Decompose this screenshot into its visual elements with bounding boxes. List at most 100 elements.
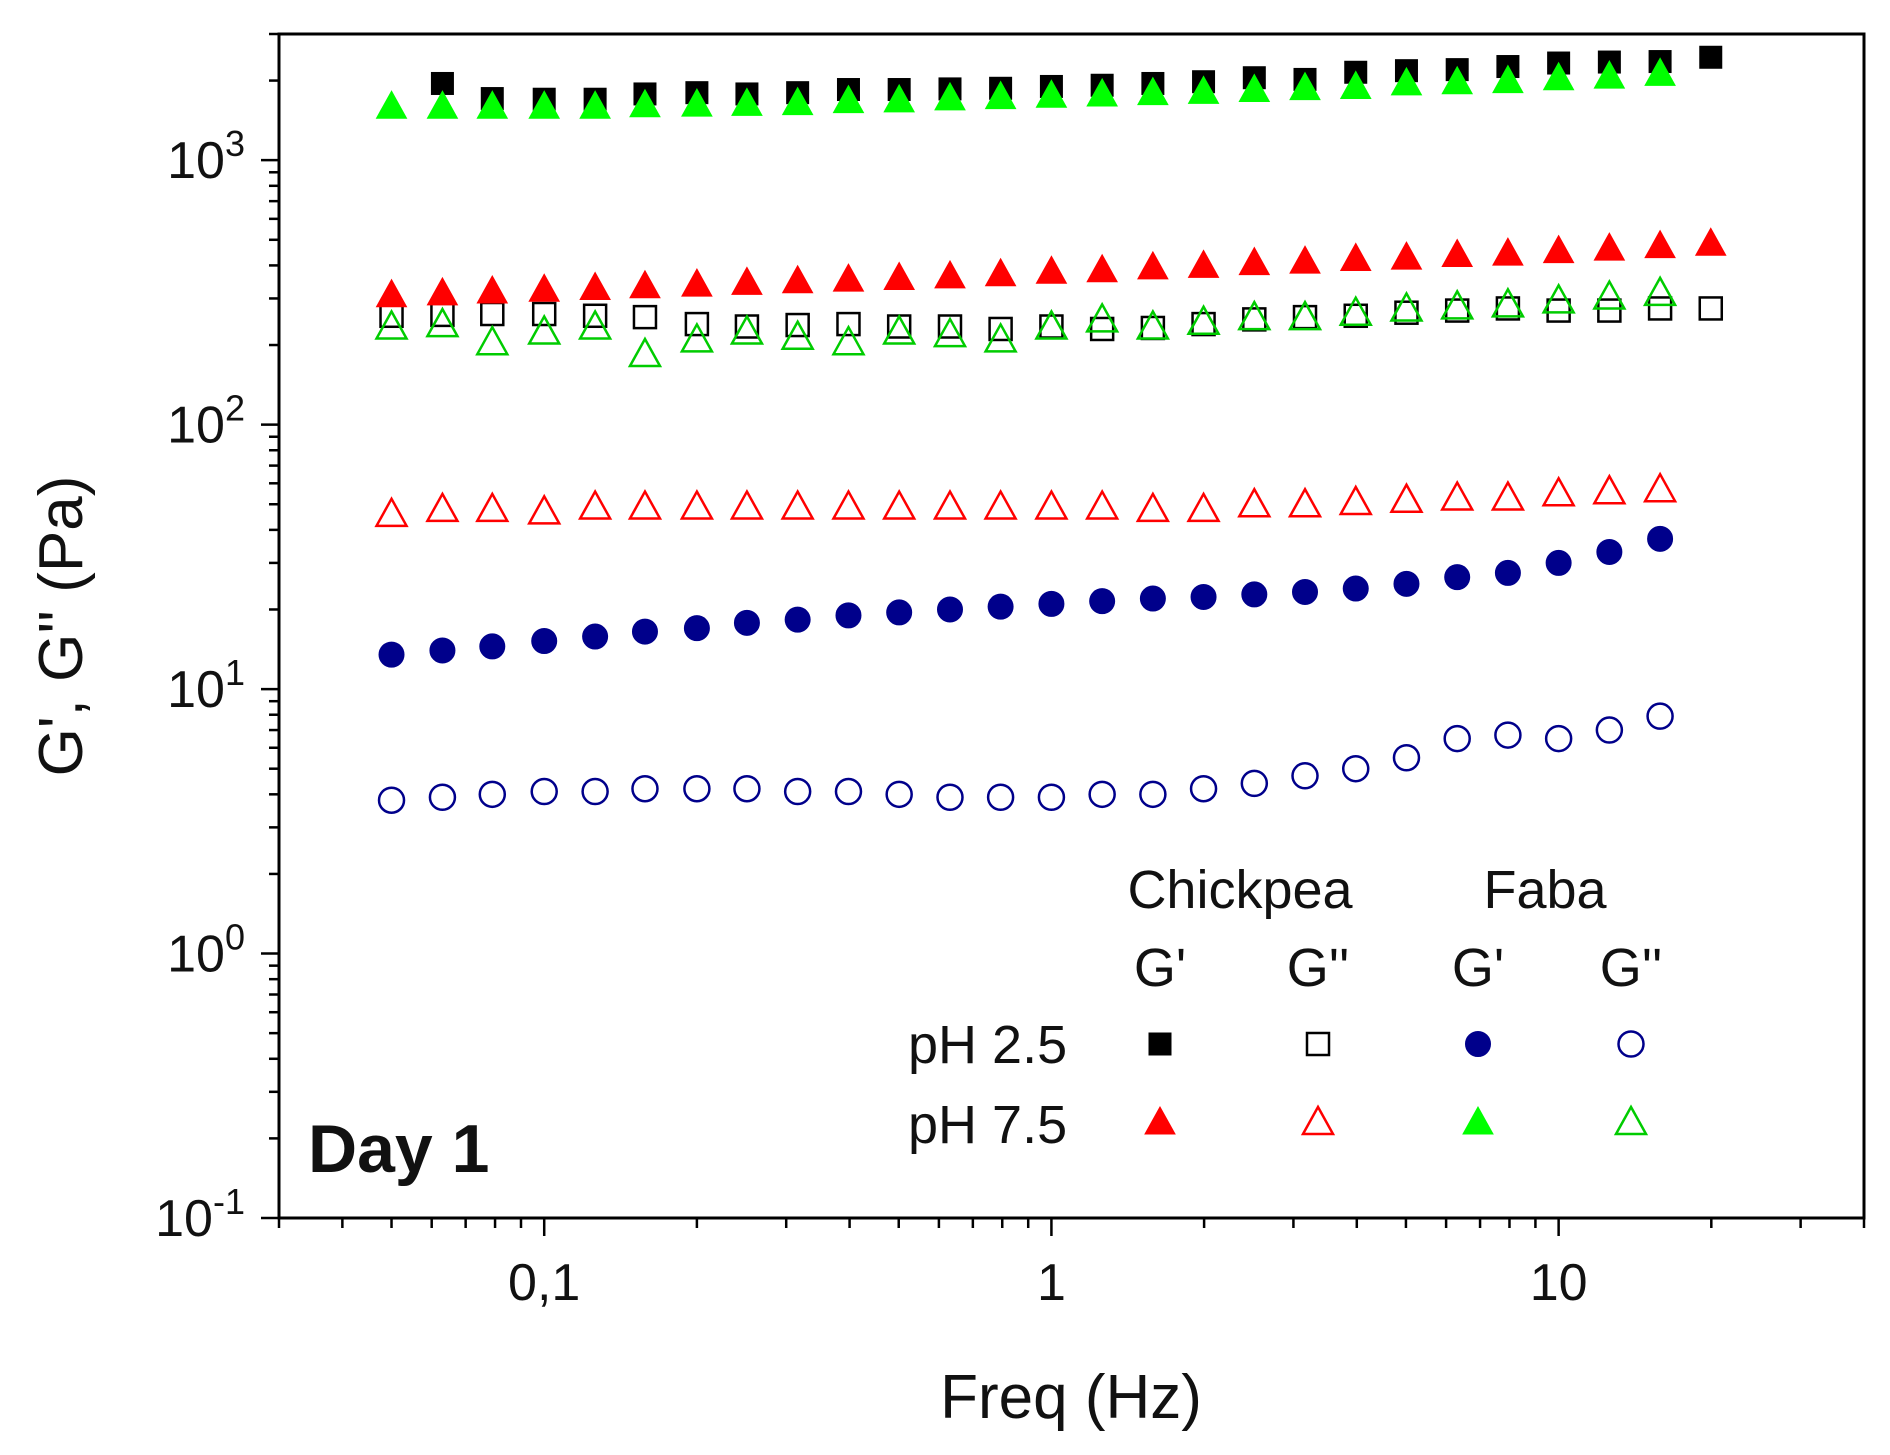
series-6 xyxy=(375,57,1676,119)
data-point xyxy=(987,593,1014,620)
y-tick-label: 103 xyxy=(167,123,245,190)
series-4 xyxy=(378,525,1674,668)
legend-marker xyxy=(1613,1104,1649,1136)
data-point xyxy=(1390,66,1423,96)
legend-marker xyxy=(1148,1032,1172,1056)
data-point xyxy=(426,90,459,119)
data-point xyxy=(1541,282,1576,314)
data-point xyxy=(531,301,557,327)
data-point xyxy=(1238,246,1271,276)
data-point xyxy=(783,777,812,806)
legend-group-faba: Faba xyxy=(1483,860,1607,920)
data-point xyxy=(1593,60,1626,89)
data-point xyxy=(475,491,510,523)
legend-col-faba-gdoubleprime: G'' xyxy=(1600,938,1663,998)
data-point xyxy=(1699,45,1723,69)
data-point xyxy=(1240,769,1269,798)
data-point xyxy=(731,87,763,116)
data-point xyxy=(527,493,562,525)
data-point xyxy=(934,259,966,289)
data-point xyxy=(1086,253,1119,283)
data-point xyxy=(577,308,613,340)
data-point xyxy=(581,777,609,806)
data-point xyxy=(1642,471,1678,503)
data-point xyxy=(832,84,865,114)
data-point xyxy=(1644,57,1676,86)
y-tick-label: 10-1 xyxy=(155,1181,245,1248)
data-point xyxy=(1595,716,1624,744)
data-point xyxy=(984,80,1017,110)
x-tick-label: 10 xyxy=(1530,1254,1588,1312)
data-point xyxy=(1241,581,1268,608)
data-point xyxy=(1035,79,1068,108)
x-axis-title: Freq (Hz) xyxy=(940,1363,1202,1432)
data-point xyxy=(1287,299,1323,331)
data-point xyxy=(582,303,608,329)
data-point xyxy=(1237,299,1272,331)
data-point xyxy=(780,488,815,520)
data-point xyxy=(1287,486,1323,518)
day-annotation: Day 1 xyxy=(308,1111,489,1187)
data-point xyxy=(932,488,968,520)
data-point xyxy=(781,264,814,294)
data-point xyxy=(378,641,405,668)
data-point xyxy=(1338,484,1373,516)
legend-row-ph75: pH 7.5 xyxy=(908,1095,1067,1155)
data-point xyxy=(428,783,457,811)
data-point xyxy=(631,774,659,803)
series-3 xyxy=(374,471,1678,528)
data-point xyxy=(729,313,765,345)
legend-marker xyxy=(1462,1105,1494,1135)
data-point xyxy=(1490,479,1526,511)
legend-marker xyxy=(1465,1031,1491,1057)
data-point xyxy=(937,314,963,339)
data-point xyxy=(1440,288,1475,320)
legend-row-ph25: pH 2.5 xyxy=(908,1015,1067,1075)
data-point xyxy=(1135,491,1171,523)
data-point xyxy=(478,780,507,809)
data-point xyxy=(679,321,715,353)
data-point xyxy=(1085,488,1120,520)
data-point xyxy=(984,257,1017,287)
data-point xyxy=(885,780,913,809)
legend: Chickpea Faba G' G'' G' G'' pH 2.5 pH 7.… xyxy=(908,860,1662,1155)
data-point xyxy=(831,324,866,356)
data-point xyxy=(683,774,711,803)
data-point xyxy=(681,88,713,117)
data-point xyxy=(579,271,611,301)
data-point xyxy=(1189,774,1218,803)
data-point xyxy=(882,488,917,520)
data-point xyxy=(1441,65,1474,95)
data-point xyxy=(375,90,408,119)
data-point xyxy=(834,777,863,806)
data-point xyxy=(1593,232,1626,261)
data-point xyxy=(1542,61,1575,91)
data-point xyxy=(631,618,658,645)
data-point xyxy=(683,615,710,642)
data-point xyxy=(476,275,509,304)
x-tick-label: 1 xyxy=(1037,1254,1066,1312)
data-point xyxy=(1289,71,1321,101)
data-point xyxy=(1646,702,1674,730)
data-point xyxy=(527,313,562,345)
data-point xyxy=(836,311,861,337)
data-point xyxy=(1392,744,1421,772)
plot-area-frame xyxy=(277,32,1866,1220)
data-point xyxy=(835,602,862,629)
data-point xyxy=(1085,301,1120,333)
y-tick-label: 100 xyxy=(167,917,245,984)
data-point xyxy=(684,311,710,337)
data-point xyxy=(531,627,558,654)
data-point xyxy=(733,774,761,803)
data-point xyxy=(1390,241,1423,270)
series-7 xyxy=(374,275,1678,368)
data-point xyxy=(1443,724,1471,753)
legend-marker xyxy=(1300,1104,1336,1136)
data-point xyxy=(1642,275,1678,307)
data-point xyxy=(1289,245,1321,274)
legend-marker xyxy=(1144,1105,1176,1135)
data-point xyxy=(1037,783,1066,811)
legend-group-chickpea: Chickpea xyxy=(1127,860,1353,920)
data-point xyxy=(528,90,561,119)
data-point xyxy=(1694,227,1727,256)
